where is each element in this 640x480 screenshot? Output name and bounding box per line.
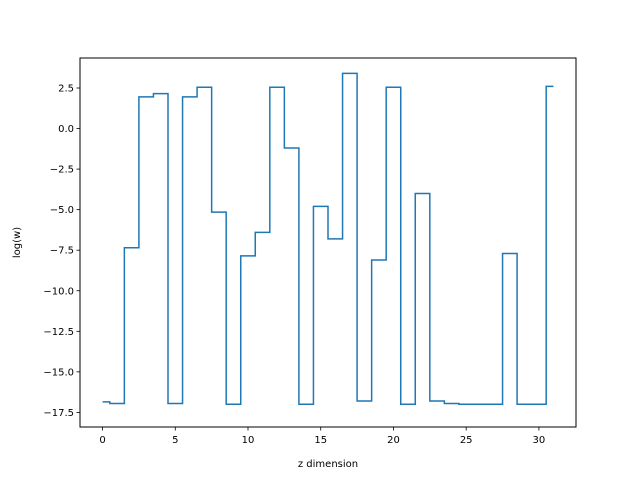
x-tick-label: 25 (460, 435, 473, 446)
y-tick-label: −17.5 (43, 408, 74, 419)
x-tick-label: 20 (387, 435, 400, 446)
y-tick-label: −7.5 (50, 246, 74, 257)
y-axis: 2.5 0.0 −2.5 −5.0 −7.5 −10.0 −12.5 −15.0 −17.5 (43, 84, 80, 419)
x-tick-label: 15 (314, 435, 327, 446)
y-tick-label: −10.0 (43, 286, 74, 297)
y-tick-label: −12.5 (43, 327, 74, 338)
y-tick-label: −5.0 (50, 205, 74, 216)
x-tick-label: 5 (172, 435, 178, 446)
y-tick-label: 2.5 (58, 84, 74, 95)
y-tick-label: −2.5 (50, 165, 74, 176)
y-tick-label: −15.0 (43, 367, 74, 378)
series-layer (102, 72, 554, 406)
y-tick-label: 0.0 (58, 124, 74, 135)
x-axis: 0 5 10 15 20 25 30 (99, 427, 545, 446)
x-tick-label: 30 (533, 435, 546, 446)
x-axis-label: z dimension (298, 459, 358, 470)
series-line-0 (102, 72, 554, 406)
x-tick-label: 10 (242, 435, 255, 446)
x-tick-label: 0 (99, 435, 105, 446)
y-axis-label: log(w) (12, 227, 23, 258)
plot-frame (79, 57, 577, 428)
